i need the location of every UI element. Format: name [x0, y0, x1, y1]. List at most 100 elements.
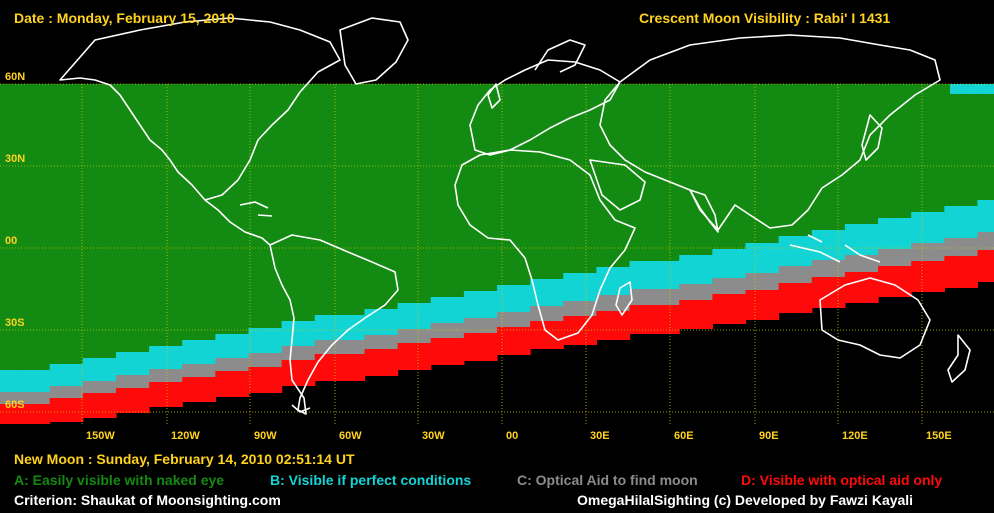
zone-b-column	[911, 212, 929, 243]
zone-a-column	[248, 84, 266, 328]
zone-a-column	[977, 84, 994, 200]
zone-c-column	[695, 284, 713, 300]
zone-c-column	[944, 238, 962, 256]
zone-b-column	[778, 236, 796, 266]
zone-b-column	[99, 358, 117, 381]
zone-c-column	[463, 318, 482, 333]
zone-a-column	[546, 84, 564, 279]
zone-d-column	[115, 388, 134, 413]
lon-label: 90E	[759, 430, 779, 442]
zone-a-column	[745, 84, 763, 243]
zone-b-column	[894, 218, 912, 249]
zone-a-column	[944, 84, 962, 206]
zone-d-column	[132, 388, 150, 413]
zone-b-column	[712, 249, 730, 278]
coastline-africa	[454, 149, 636, 341]
zone-d-column	[811, 277, 829, 308]
zone-b-column	[944, 206, 962, 238]
zone-d-column	[463, 333, 482, 361]
zone-a-column	[414, 84, 432, 303]
zone-d-column	[646, 305, 664, 334]
zone-a-column	[762, 84, 780, 243]
visibility-title: Crescent Moon Visibility : Rabi' I 1431	[639, 10, 891, 26]
zone-a-column	[314, 84, 332, 315]
zone-d-column	[364, 349, 382, 376]
zone-a-column	[397, 84, 415, 303]
zone-a-column	[927, 84, 945, 212]
zone-c-column	[66, 386, 84, 398]
lon-label: 120E	[842, 430, 868, 442]
zone-b-column	[695, 255, 713, 284]
zone-d-column	[16, 404, 34, 424]
zone-c-column	[381, 335, 399, 349]
zone-a-column	[16, 84, 34, 370]
zone-c-column	[927, 243, 945, 261]
zone-d-column	[0, 404, 18, 424]
coastline-north-america	[59, 17, 341, 201]
zone-a-column	[198, 84, 216, 340]
zone-d-column	[712, 294, 730, 324]
zone-b-column	[49, 364, 67, 386]
zone-b-column	[66, 364, 84, 386]
zone-a-column	[695, 84, 713, 255]
zone-c-column	[844, 255, 863, 272]
zone-a-column	[165, 84, 183, 346]
new-moon-line: New Moon : Sunday, February 14, 2010 02:…	[14, 451, 355, 467]
zone-b-column	[182, 340, 200, 364]
coastline-australia	[819, 277, 931, 359]
zone-a-column	[0, 84, 18, 370]
zone-a-column	[99, 84, 117, 358]
zone-d-column	[612, 311, 631, 340]
zone-b-column	[314, 315, 332, 340]
zone-a-column	[331, 84, 349, 315]
zone-d-column	[546, 321, 564, 349]
lat-lon-grid	[0, 83, 994, 424]
zone-d-column	[381, 349, 399, 376]
zone-b-column	[579, 273, 597, 301]
zone-a-column	[911, 84, 929, 212]
zone-c-column	[165, 369, 183, 382]
zone-b-column	[563, 273, 581, 301]
zone-b-column	[281, 321, 299, 346]
zone-d-column	[795, 283, 813, 313]
legend-b: B: Visible if perfect conditions	[270, 472, 472, 488]
zone-b-column	[977, 200, 994, 232]
zone-b-column	[795, 236, 813, 266]
zone-b-column	[546, 279, 564, 306]
zone-c-column	[347, 340, 366, 354]
zone-b-column	[149, 346, 167, 369]
zone-d-column	[347, 354, 366, 381]
zone-c-column	[215, 358, 233, 371]
zone-c-column	[132, 375, 150, 388]
zone-d-column	[563, 316, 581, 345]
zone-d-column	[728, 294, 747, 324]
zone-b-column	[115, 352, 134, 375]
zone-b-column	[927, 212, 945, 243]
zone-c-column	[960, 238, 979, 256]
zone-d-column	[679, 300, 697, 329]
zone-c-column	[828, 260, 846, 277]
zone-c-column	[679, 284, 697, 300]
zone-a-column	[463, 84, 482, 291]
zone-d-column	[414, 343, 432, 370]
zone-c-column	[231, 358, 250, 371]
zone-d-column	[960, 256, 979, 288]
lon-label: 150E	[926, 430, 952, 442]
zone-d-column	[248, 367, 266, 393]
zone-c-column	[182, 364, 200, 377]
zone-a-column	[497, 84, 515, 285]
zone-d-column	[66, 398, 84, 422]
zone-d-column	[99, 393, 117, 418]
zone-d-column	[265, 367, 283, 393]
zone-c-column	[298, 346, 316, 360]
zone-d-column	[281, 360, 299, 386]
zone-c-column	[977, 232, 994, 250]
zone-a-column	[513, 84, 531, 285]
zone-c-column	[778, 266, 796, 283]
coastline-antarctic-peninsula	[291, 404, 311, 413]
zone-b-column	[662, 261, 680, 289]
zone-d-column	[231, 371, 250, 397]
zone-b-column	[612, 267, 631, 295]
visibility-zones	[0, 84, 994, 424]
zone-c-column	[646, 289, 664, 305]
